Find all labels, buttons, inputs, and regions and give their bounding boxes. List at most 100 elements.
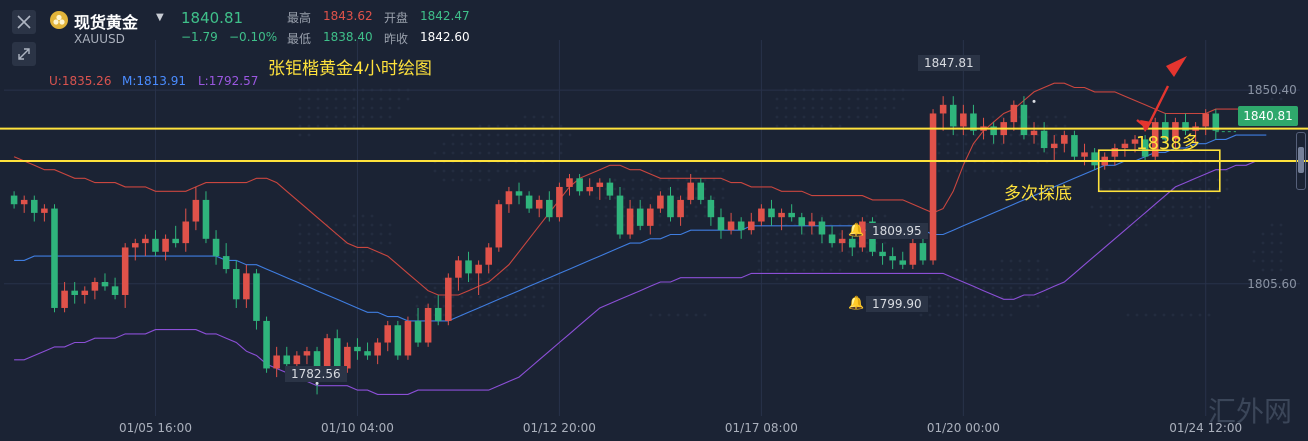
candle-body [253, 273, 260, 321]
price-change-pct: −0.10% [229, 30, 278, 44]
candle-body [81, 290, 89, 295]
candle-body [424, 307, 432, 343]
candle-body [1040, 130, 1048, 149]
candle-body [889, 256, 896, 261]
boll-lower-line [14, 160, 1267, 395]
candle-body [919, 243, 927, 261]
prev-close-label: 昨收 [384, 32, 409, 46]
instrument-name[interactable]: 现货黄金 [74, 13, 139, 32]
bell-icon[interactable]: 🔔 [848, 296, 865, 311]
candle-body [111, 286, 119, 295]
candle-body [1141, 139, 1149, 157]
candle-body [445, 277, 452, 321]
candle-body [657, 195, 664, 209]
candle-body [152, 238, 159, 252]
candle-body [1162, 122, 1169, 140]
boll-mid-line [14, 134, 1267, 322]
candle-body [616, 195, 624, 235]
candle-body [121, 247, 129, 295]
candle-body [101, 282, 109, 287]
candle-body [677, 199, 684, 218]
alert-price-2[interactable]: 1799.90 [866, 296, 928, 312]
open-value: 1842.47 [420, 9, 470, 23]
collapse-icon [18, 48, 30, 60]
candle-body [434, 307, 442, 321]
last-price: 1840.81 [181, 9, 244, 27]
candle-body [556, 186, 563, 218]
chart-title: 张钜楷黄金4小时绘图 [268, 59, 432, 79]
entry-annotation: 1838多 [1136, 133, 1200, 154]
candle-body [162, 238, 169, 252]
x-tick-label: 01/17 08:00 [725, 421, 798, 435]
candle-body [1131, 139, 1139, 144]
candle-body [848, 238, 856, 248]
candle-body [354, 346, 361, 352]
candle-body [142, 238, 149, 244]
candle-body [91, 282, 99, 291]
candle-body [323, 338, 331, 378]
boll-mid-value: M:1813.91 [122, 74, 187, 88]
candle-body [606, 182, 614, 196]
close-button[interactable] [12, 10, 36, 34]
chevron-down-icon[interactable]: ▼ [156, 12, 164, 23]
candle-body [1030, 130, 1038, 136]
candle-body [747, 221, 755, 231]
candle-body [717, 217, 725, 231]
candle-body [303, 351, 311, 356]
candle-body [333, 338, 341, 369]
candle-body [1182, 122, 1189, 131]
candle-body [929, 113, 937, 261]
x-tick-label: 01/20 00:00 [927, 421, 1000, 435]
low-label: 最低 [287, 32, 312, 46]
candle-body [61, 290, 68, 308]
alert-price-1[interactable]: 1809.95 [866, 223, 928, 239]
candle-body [1061, 135, 1068, 144]
candle-body [586, 186, 593, 192]
candle-body [859, 221, 866, 248]
candle-body [960, 113, 967, 127]
candle-body [1091, 152, 1098, 166]
candle-body [384, 325, 392, 343]
candle-body [758, 208, 765, 222]
collapse-button[interactable] [12, 42, 36, 66]
candle-body [273, 355, 280, 369]
candle-body [374, 342, 381, 356]
prev-close-value: 1842.60 [420, 30, 470, 44]
candle-body [1212, 113, 1220, 131]
candle-body [31, 199, 38, 213]
candle-body [364, 351, 371, 356]
candle-body [71, 290, 78, 295]
candle-body [172, 238, 179, 244]
candle-body [243, 273, 250, 300]
candle-body [485, 247, 493, 265]
x-tick-label: 01/24 12:00 [1169, 421, 1242, 435]
candle-body [737, 221, 745, 231]
bell-icon[interactable]: 🔔 [848, 223, 865, 238]
candle-body [455, 260, 462, 278]
candle-body [626, 208, 634, 235]
candle-body [949, 104, 957, 127]
candle-body [263, 320, 270, 369]
candle-body [51, 208, 58, 308]
candle-body [647, 208, 654, 226]
y-tick-label: 1805.60 [1247, 277, 1297, 291]
candle-body [1111, 148, 1119, 157]
candle-body [687, 182, 694, 200]
candle-body [20, 199, 28, 205]
low-marker-label: 1782.56 [285, 366, 347, 382]
bottom-test-box [1097, 149, 1221, 193]
candle-body [990, 126, 997, 136]
candle-body [798, 217, 806, 226]
candle-body [838, 238, 846, 244]
candle-body [970, 113, 977, 131]
x-tick-label: 01/10 04:00 [321, 421, 394, 435]
candle-body [182, 221, 190, 244]
scrollbar[interactable] [1296, 132, 1306, 190]
x-tick-label: 01/12 20:00 [523, 421, 596, 435]
close-icon [17, 15, 31, 29]
candle-body [828, 234, 836, 244]
instrument-symbol: XAUUSD [74, 32, 125, 46]
candle-body [899, 260, 907, 265]
price-change: −1.79 [181, 30, 218, 44]
